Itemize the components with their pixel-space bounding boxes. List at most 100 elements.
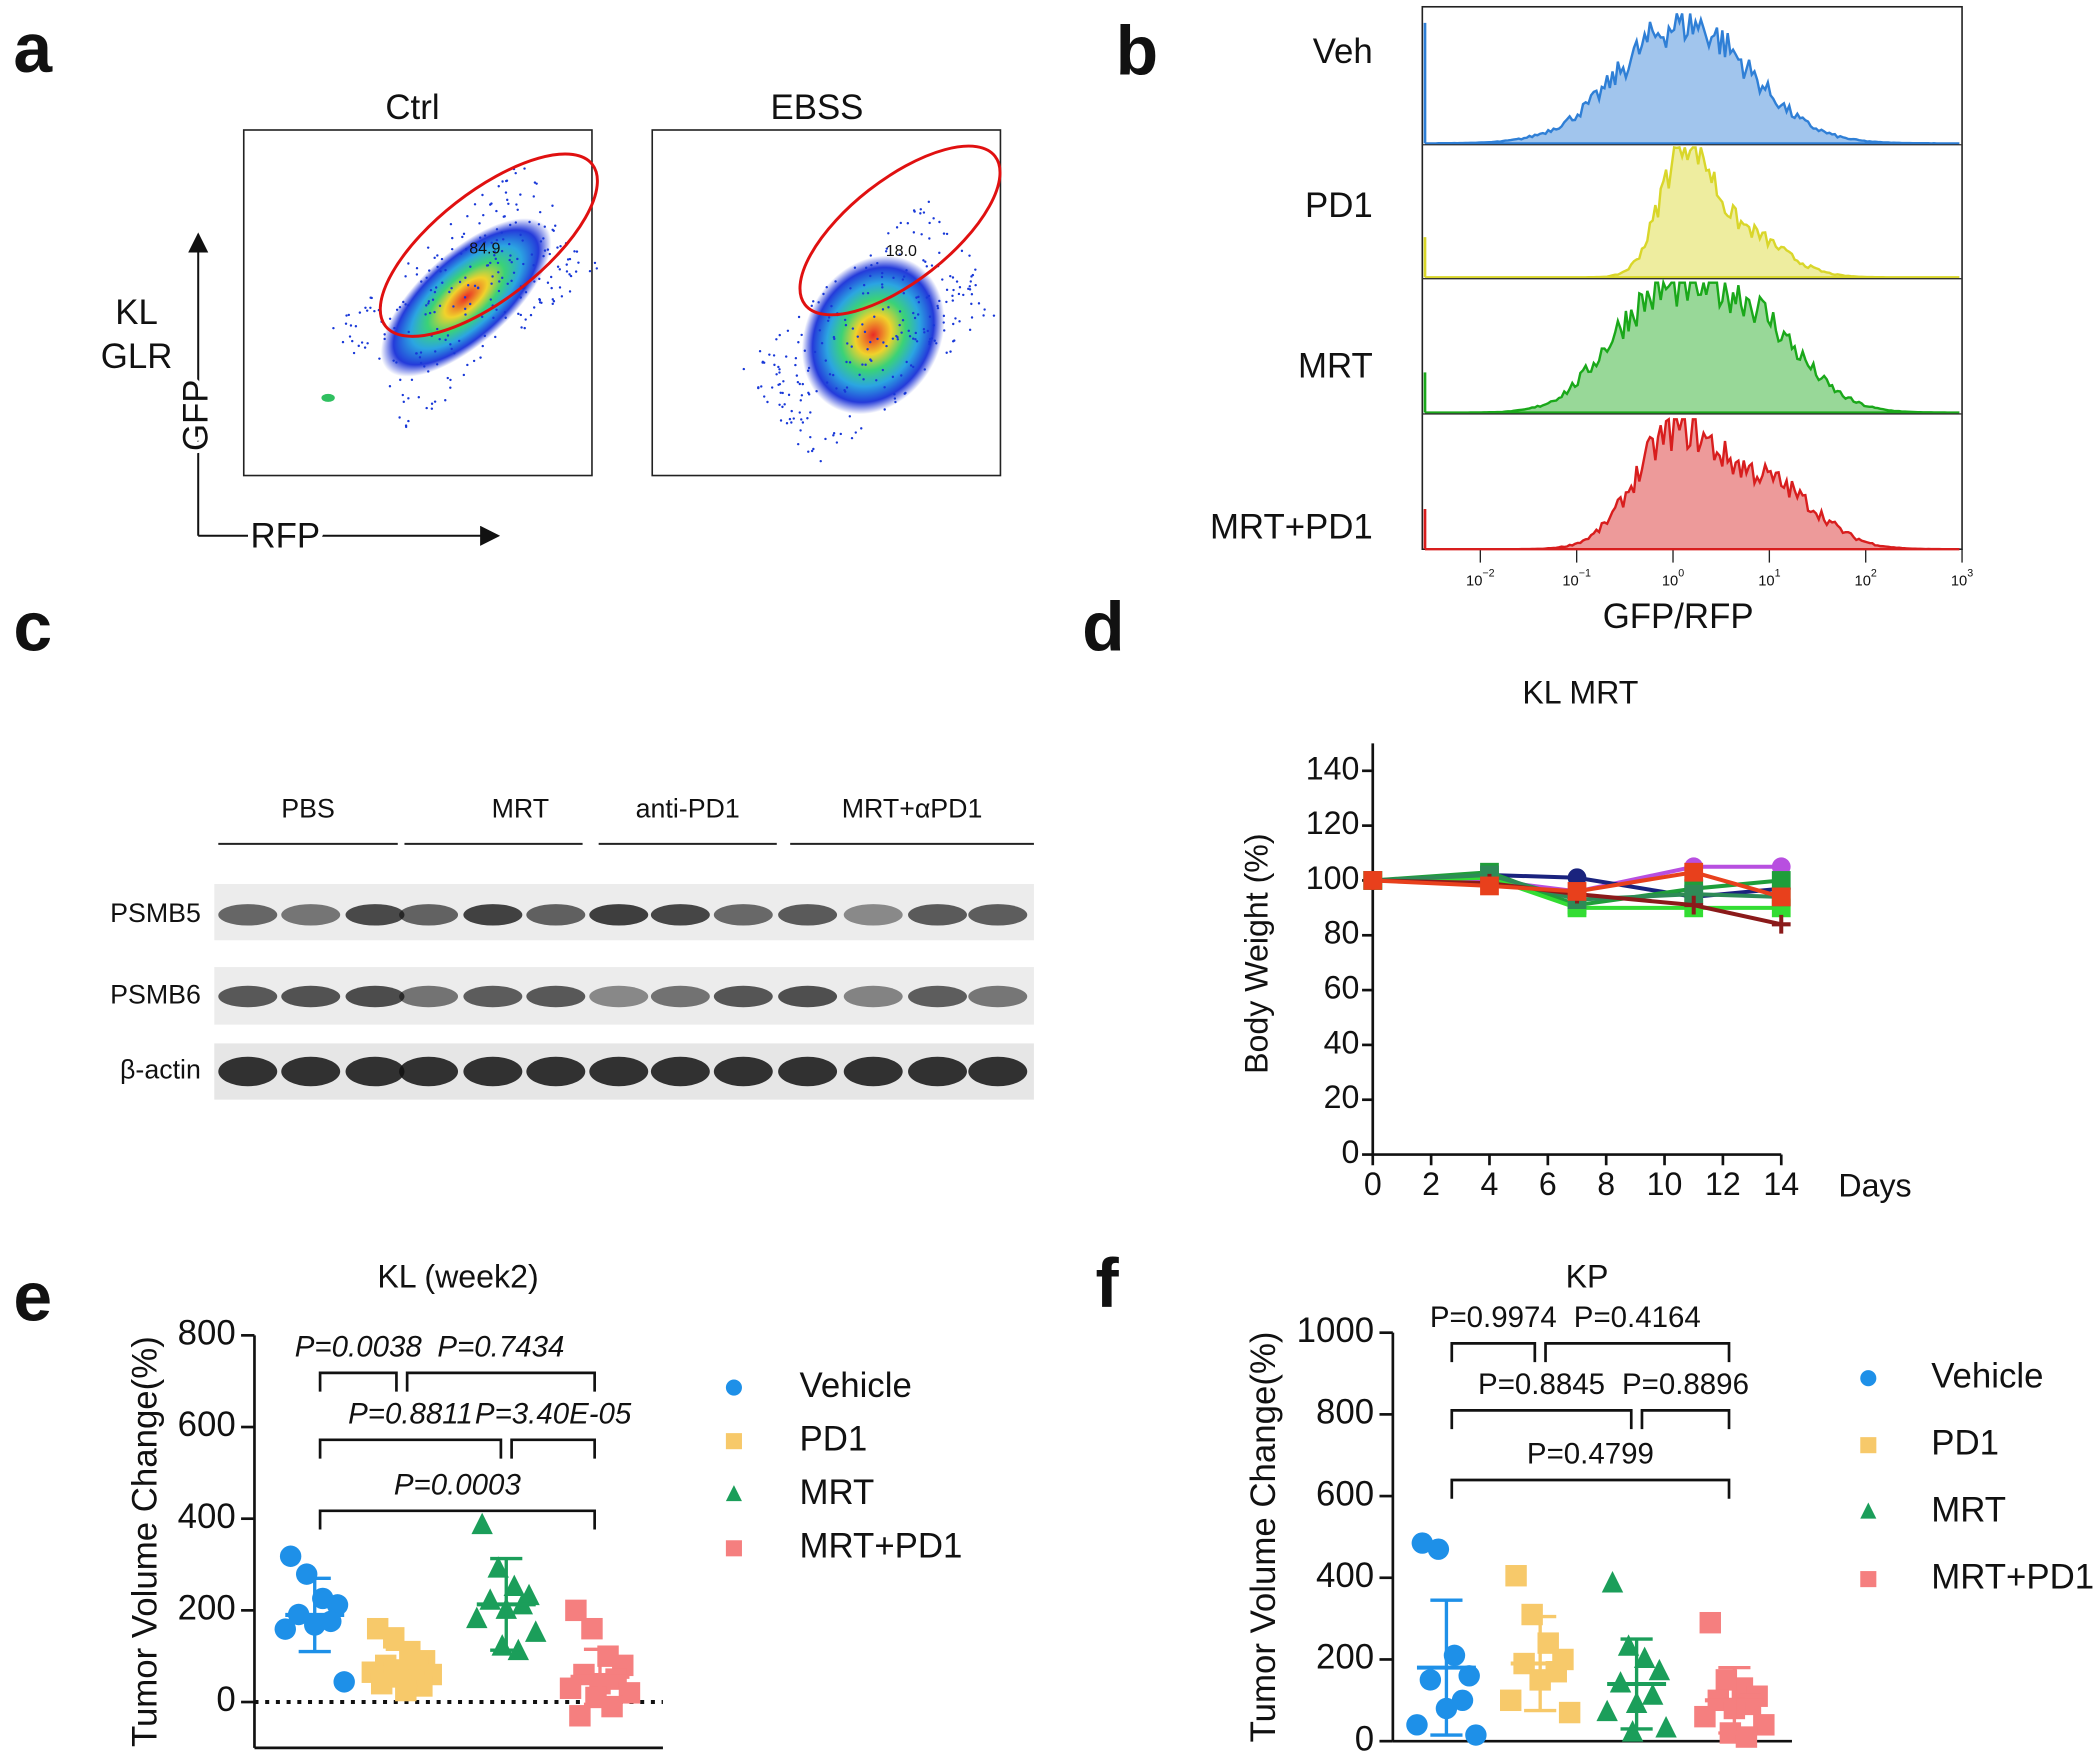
event-dot	[846, 342, 849, 345]
event-dot	[775, 373, 778, 376]
band	[713, 904, 773, 926]
event-dot	[928, 221, 931, 225]
event-dot	[782, 380, 785, 383]
event-dot	[436, 327, 439, 331]
event-dot	[835, 441, 839, 444]
event-dot	[558, 286, 562, 289]
p-value: P=0.4799	[1527, 1438, 1654, 1471]
event-dot	[757, 386, 760, 389]
event-dot	[784, 355, 788, 358]
histogram	[1425, 278, 1960, 414]
event-dot	[860, 427, 863, 430]
event-dot	[820, 342, 824, 345]
event-dot	[393, 326, 396, 330]
event-dot	[514, 171, 517, 175]
event-dot	[798, 411, 801, 414]
point	[581, 1617, 603, 1640]
event-dot	[945, 288, 949, 292]
band	[526, 1056, 586, 1087]
row-label: β-actin	[120, 1055, 201, 1085]
point	[1601, 1571, 1624, 1593]
event-dot	[538, 210, 542, 214]
event-dot	[773, 363, 776, 367]
point	[1641, 1683, 1664, 1705]
event-dot	[928, 340, 931, 344]
event-dot	[427, 370, 430, 373]
event-dot	[853, 266, 857, 269]
event-dot	[919, 208, 923, 211]
point	[1406, 1714, 1428, 1736]
event-dot	[827, 316, 831, 319]
event-dot	[459, 252, 463, 255]
band	[778, 985, 838, 1008]
event-dot	[925, 296, 929, 299]
y-tick-label: 800	[178, 1314, 236, 1353]
event-dot	[452, 305, 455, 308]
event-dot	[467, 284, 470, 287]
event-dot	[419, 361, 423, 365]
event-dot	[881, 308, 885, 311]
event-dot	[899, 221, 902, 225]
point	[279, 1545, 302, 1567]
marker	[1771, 914, 1791, 934]
event-dot	[426, 246, 430, 249]
event-dot	[813, 350, 817, 354]
event-dot	[462, 232, 466, 236]
event-dot	[351, 339, 354, 343]
event-dot	[551, 298, 554, 301]
event-dot	[930, 264, 934, 267]
event-dot	[919, 212, 922, 215]
event-dot	[521, 239, 524, 242]
p-value: P=0.7434	[437, 1331, 564, 1364]
event-dot	[898, 253, 901, 256]
tick-base: 10	[1662, 573, 1678, 589]
y-tick-label: 0	[1342, 1134, 1360, 1170]
bracket	[318, 1438, 503, 1459]
event-dot	[449, 343, 452, 346]
event-dot	[968, 288, 972, 291]
event-dot	[552, 229, 555, 232]
event-dot	[502, 215, 505, 218]
event-dot	[922, 211, 926, 214]
event-dot	[974, 268, 977, 271]
event-dot	[430, 402, 434, 405]
chart-title: KL MRT	[1522, 675, 1638, 711]
event-dot	[457, 339, 461, 343]
event-dot	[896, 335, 899, 339]
group-label: anti-PD1	[636, 793, 740, 823]
event-dot	[824, 437, 827, 441]
p-value: P=3.40E-05	[475, 1397, 632, 1430]
gate-value: 18.0	[886, 242, 917, 260]
event-dot	[809, 411, 812, 414]
point	[1699, 1611, 1721, 1634]
band	[399, 1056, 459, 1087]
legend-label: PD1	[800, 1419, 868, 1458]
event-dot	[943, 329, 946, 332]
tick-base: 10	[1562, 573, 1578, 589]
event-dot	[388, 317, 392, 320]
event-dot	[568, 273, 571, 276]
event-dot	[395, 308, 399, 311]
event-dot	[864, 363, 867, 366]
event-dot	[425, 276, 428, 279]
y-tick-label: 120	[1306, 805, 1360, 841]
event-dot	[407, 304, 410, 307]
y-tick-label: 600	[178, 1405, 236, 1444]
event-dot	[781, 405, 784, 409]
event-dot	[569, 274, 573, 278]
event-dot	[807, 450, 810, 453]
event-dot	[502, 238, 505, 241]
event-dot	[851, 327, 855, 330]
p-value: P=0.0003	[394, 1468, 522, 1501]
y-tick-label: 20	[1324, 1079, 1360, 1115]
event-dot	[348, 335, 352, 338]
event-dot	[436, 254, 439, 257]
event-dot	[483, 240, 486, 244]
event-dot	[927, 200, 931, 204]
event-dot	[546, 281, 550, 284]
event-dot	[559, 244, 562, 248]
point	[559, 1677, 582, 1699]
p-value: P=0.8845	[1478, 1368, 1605, 1401]
marker	[1480, 876, 1499, 896]
